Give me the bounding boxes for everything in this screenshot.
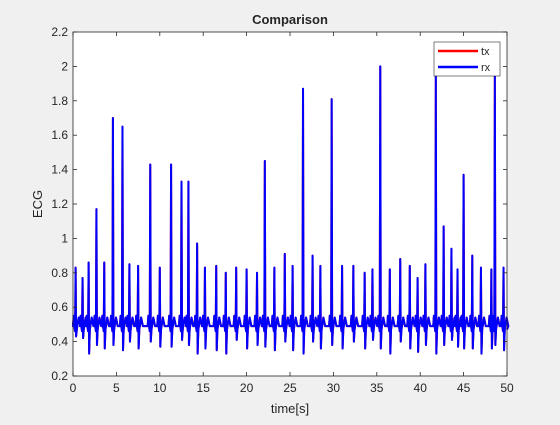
- x-tick-label: 10: [153, 381, 167, 395]
- legend-label-tx: tx: [481, 46, 490, 58]
- chart-title: Comparison: [252, 12, 328, 27]
- legend-box: [433, 41, 501, 77]
- x-tick-label: 20: [240, 381, 254, 395]
- y-axis-label: ECG: [30, 190, 45, 218]
- x-tick-label: 50: [500, 381, 514, 395]
- y-tick-label: 0.4: [51, 335, 68, 349]
- x-axis: 0 5 10 15 20 25 30 35 40 45 50: [70, 32, 514, 395]
- x-axis-label: time[s]: [271, 401, 309, 416]
- y-tick-label: 1.8: [51, 94, 68, 108]
- y-tick-label: 1.6: [51, 128, 68, 142]
- x-tick-label: 0: [70, 381, 77, 395]
- series-line-rx: [72, 65, 510, 355]
- x-tick-label: 35: [370, 381, 384, 395]
- series-layer: [72, 65, 510, 355]
- y-axis: 0.2 0.4 0.6 0.8 1 1.2 1.4 1.6 1.8 2 2.2: [51, 25, 507, 383]
- y-tick-label: 2: [61, 59, 68, 73]
- y-tick-label: 0.6: [51, 300, 68, 314]
- x-tick-label: 25: [283, 381, 297, 395]
- x-tick-label: 45: [457, 381, 471, 395]
- y-tick-label: 1: [61, 231, 68, 245]
- x-tick-label: 40: [414, 381, 428, 395]
- x-tick-label: 15: [197, 381, 211, 395]
- y-tick-label: 1.2: [51, 197, 68, 211]
- legend-label-rx: rx: [481, 62, 491, 74]
- y-tick-label: 0.8: [51, 266, 68, 280]
- y-tick-label: 1.4: [51, 163, 68, 177]
- y-tick-label: 2.2: [51, 25, 68, 39]
- y-tick-label: 0.2: [51, 369, 68, 383]
- legend: tx rx: [433, 41, 501, 77]
- x-tick-label: 5: [113, 381, 120, 395]
- x-tick-label: 30: [327, 381, 341, 395]
